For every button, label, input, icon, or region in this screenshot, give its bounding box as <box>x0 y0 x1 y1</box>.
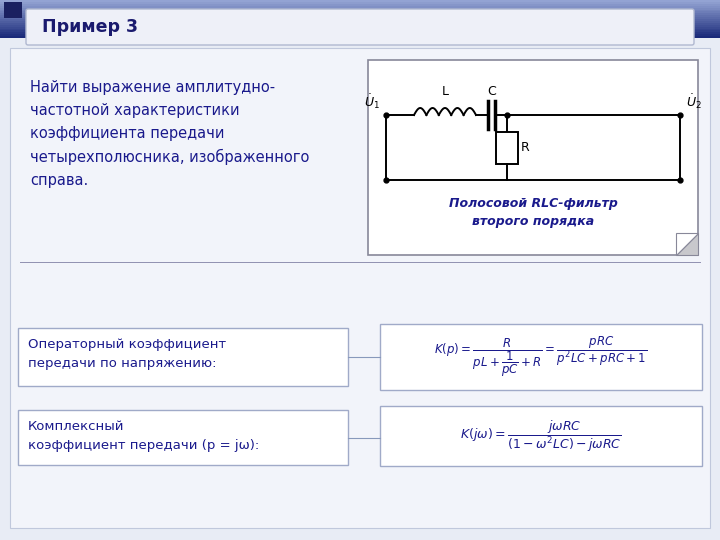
FancyBboxPatch shape <box>0 3 720 6</box>
Polygon shape <box>676 233 698 255</box>
FancyBboxPatch shape <box>0 33 720 36</box>
Text: $\dot{U}_2$: $\dot{U}_2$ <box>686 92 702 111</box>
FancyBboxPatch shape <box>10 48 710 528</box>
Text: L: L <box>441 85 449 98</box>
FancyBboxPatch shape <box>0 22 720 25</box>
Text: Пример 3: Пример 3 <box>42 18 138 36</box>
FancyBboxPatch shape <box>380 406 702 466</box>
Text: Операторный коэффициент
передачи по напряжению:: Операторный коэффициент передачи по напр… <box>28 338 226 370</box>
Text: C: C <box>487 85 496 98</box>
FancyBboxPatch shape <box>0 0 720 2</box>
FancyBboxPatch shape <box>0 5 720 8</box>
FancyBboxPatch shape <box>0 2 720 4</box>
FancyBboxPatch shape <box>0 24 720 26</box>
FancyBboxPatch shape <box>380 324 702 390</box>
FancyBboxPatch shape <box>0 28 720 30</box>
FancyBboxPatch shape <box>0 18 720 21</box>
Text: Комплексный
коэффициент передачи (р = jω):: Комплексный коэффициент передачи (р = jω… <box>28 420 259 453</box>
FancyBboxPatch shape <box>0 17 720 19</box>
Text: Полосовой RLC-фильтр
второго порядка: Полосовой RLC-фильтр второго порядка <box>449 198 618 228</box>
FancyBboxPatch shape <box>0 13 720 15</box>
Text: $K(p) = \dfrac{R}{pL + \dfrac{1}{pC} + R} = \dfrac{pRC}{p^2LC + pRC + 1}$: $K(p) = \dfrac{R}{pL + \dfrac{1}{pC} + R… <box>434 335 648 379</box>
FancyBboxPatch shape <box>4 2 22 18</box>
FancyBboxPatch shape <box>496 132 518 164</box>
FancyBboxPatch shape <box>0 21 720 23</box>
FancyBboxPatch shape <box>0 36 720 38</box>
Polygon shape <box>676 233 698 255</box>
FancyBboxPatch shape <box>26 9 694 45</box>
FancyBboxPatch shape <box>0 7 720 10</box>
FancyBboxPatch shape <box>18 410 348 465</box>
FancyBboxPatch shape <box>0 30 720 32</box>
FancyBboxPatch shape <box>0 9 720 11</box>
FancyBboxPatch shape <box>368 60 698 255</box>
Text: $\dot{U}_1$: $\dot{U}_1$ <box>364 92 380 111</box>
FancyBboxPatch shape <box>0 32 720 34</box>
FancyBboxPatch shape <box>0 15 720 17</box>
FancyBboxPatch shape <box>0 26 720 29</box>
Text: $K(j\omega) = \dfrac{j\omega RC}{\left(1 - \omega^2 LC\right) - j\omega RC}$: $K(j\omega) = \dfrac{j\omega RC}{\left(1… <box>460 418 622 454</box>
Text: Найти выражение амплитудно-
частотной характеристики
коэффициента передачи
четыр: Найти выражение амплитудно- частотной ха… <box>30 80 310 188</box>
FancyBboxPatch shape <box>0 11 720 14</box>
Text: R: R <box>521 141 530 154</box>
FancyBboxPatch shape <box>18 328 348 386</box>
